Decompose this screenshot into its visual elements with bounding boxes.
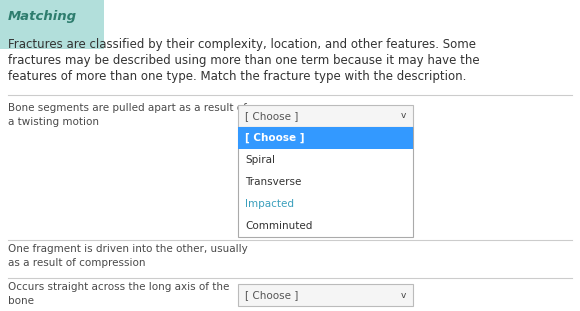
- FancyBboxPatch shape: [238, 127, 413, 149]
- Text: Impacted: Impacted: [245, 199, 294, 209]
- Text: [ Choose ]: [ Choose ]: [245, 133, 304, 143]
- FancyBboxPatch shape: [238, 284, 413, 306]
- Text: Occurs straight across the long axis of the: Occurs straight across the long axis of …: [8, 282, 229, 292]
- Text: v: v: [400, 290, 405, 299]
- Text: Spiral: Spiral: [245, 155, 275, 165]
- Text: One fragment is driven into the other, usually: One fragment is driven into the other, u…: [8, 244, 248, 254]
- Text: as a result of compression: as a result of compression: [8, 258, 146, 268]
- Text: Matching: Matching: [8, 10, 77, 23]
- Text: bone: bone: [8, 296, 34, 306]
- Text: features of more than one type. Match the fracture type with the description.: features of more than one type. Match th…: [8, 70, 466, 83]
- FancyBboxPatch shape: [238, 127, 413, 237]
- Text: Comminuted: Comminuted: [245, 221, 313, 231]
- FancyBboxPatch shape: [238, 105, 413, 127]
- Text: Bone segments are pulled apart as a result of: Bone segments are pulled apart as a resu…: [8, 103, 247, 113]
- Text: [ Choose ]: [ Choose ]: [245, 111, 298, 121]
- Text: [ Choose ]: [ Choose ]: [245, 290, 298, 300]
- Text: Fractures are classified by their complexity, location, and other features. Some: Fractures are classified by their comple…: [8, 38, 476, 51]
- Text: Transverse: Transverse: [245, 177, 302, 187]
- Text: a twisting motion: a twisting motion: [8, 117, 99, 127]
- Text: v: v: [400, 112, 405, 120]
- Text: fractures may be described using more than one term because it may have the: fractures may be described using more th…: [8, 54, 480, 67]
